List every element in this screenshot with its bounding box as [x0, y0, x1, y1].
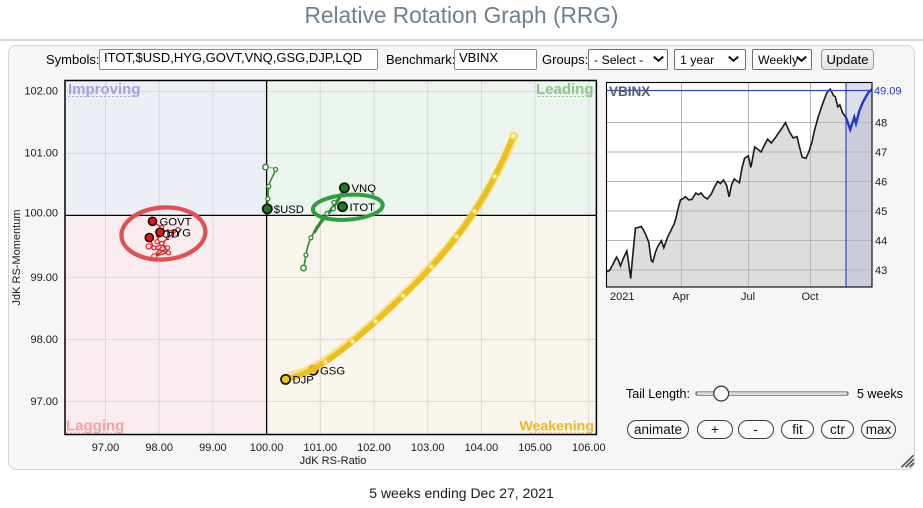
svg-text:5 weeks: 5 weeks [857, 387, 903, 401]
svg-text:104.00: 104.00 [465, 442, 499, 454]
svg-text:Oct: Oct [801, 291, 818, 303]
svg-text:HYG: HYG [167, 228, 191, 240]
svg-text:Jul: Jul [741, 291, 755, 303]
svg-text:102.00: 102.00 [357, 442, 391, 454]
svg-text:106.00: 106.00 [572, 442, 606, 454]
svg-text:Apr: Apr [672, 291, 689, 303]
svg-text:GOVT: GOVT [160, 217, 192, 229]
svg-text:45: 45 [875, 206, 887, 218]
svg-text:Weakening: Weakening [519, 419, 594, 435]
svg-text:JdK RS-Momentum: JdK RS-Momentum [11, 210, 23, 306]
svg-text:98.00: 98.00 [145, 442, 173, 454]
svg-text:49.09: 49.09 [874, 86, 902, 98]
svg-text:98.00: 98.00 [30, 334, 58, 346]
svg-text:Leading: Leading [536, 81, 594, 98]
svg-text:97.00: 97.00 [92, 442, 120, 454]
svg-text:101.00: 101.00 [303, 442, 337, 454]
svg-text:Lagging: Lagging [66, 418, 124, 435]
svg-text:Tail Length:: Tail Length: [626, 387, 690, 401]
svg-text:43: 43 [875, 265, 887, 277]
svg-text:DJP: DJP [293, 375, 314, 387]
svg-text:$USD: $USD [274, 204, 304, 216]
svg-text:44: 44 [875, 236, 887, 248]
svg-text:102.00: 102.00 [24, 86, 58, 98]
svg-text:103.00: 103.00 [411, 442, 445, 454]
svg-text:105.00: 105.00 [518, 442, 552, 454]
svg-text:100.00: 100.00 [250, 442, 284, 454]
svg-text:48: 48 [875, 118, 887, 130]
svg-text:99.00: 99.00 [199, 442, 227, 454]
svg-text:ITOT: ITOT [350, 202, 376, 214]
svg-text:JdK RS-Ratio: JdK RS-Ratio [300, 455, 367, 467]
svg-text:2021: 2021 [610, 291, 634, 303]
svg-text:97.00: 97.00 [30, 396, 58, 408]
svg-text:Improving: Improving [68, 81, 141, 98]
svg-text:47: 47 [875, 147, 887, 159]
svg-text:101.00: 101.00 [24, 148, 58, 160]
svg-text:99.00: 99.00 [30, 272, 58, 284]
svg-text:100.00: 100.00 [24, 208, 58, 220]
svg-text:VBINX: VBINX [609, 84, 650, 99]
svg-text:46: 46 [875, 177, 887, 189]
svg-text:GSG: GSG [320, 366, 345, 378]
svg-text:VNQ: VNQ [352, 183, 377, 195]
